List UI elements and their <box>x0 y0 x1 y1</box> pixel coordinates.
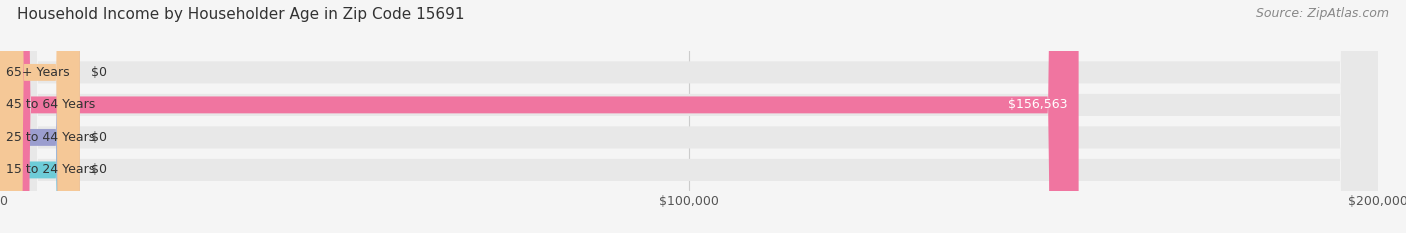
FancyBboxPatch shape <box>0 0 1078 233</box>
Text: $0: $0 <box>91 66 107 79</box>
Text: $0: $0 <box>91 163 107 176</box>
Text: 45 to 64 Years: 45 to 64 Years <box>6 98 94 111</box>
Text: 65+ Years: 65+ Years <box>6 66 69 79</box>
Text: $0: $0 <box>91 131 107 144</box>
Text: $156,563: $156,563 <box>1008 98 1067 111</box>
Text: 25 to 44 Years: 25 to 44 Years <box>6 131 94 144</box>
Text: Source: ZipAtlas.com: Source: ZipAtlas.com <box>1256 7 1389 20</box>
FancyBboxPatch shape <box>0 0 80 233</box>
FancyBboxPatch shape <box>0 0 80 233</box>
Text: 15 to 24 Years: 15 to 24 Years <box>6 163 94 176</box>
Text: Household Income by Householder Age in Zip Code 15691: Household Income by Householder Age in Z… <box>17 7 464 22</box>
FancyBboxPatch shape <box>0 0 80 233</box>
